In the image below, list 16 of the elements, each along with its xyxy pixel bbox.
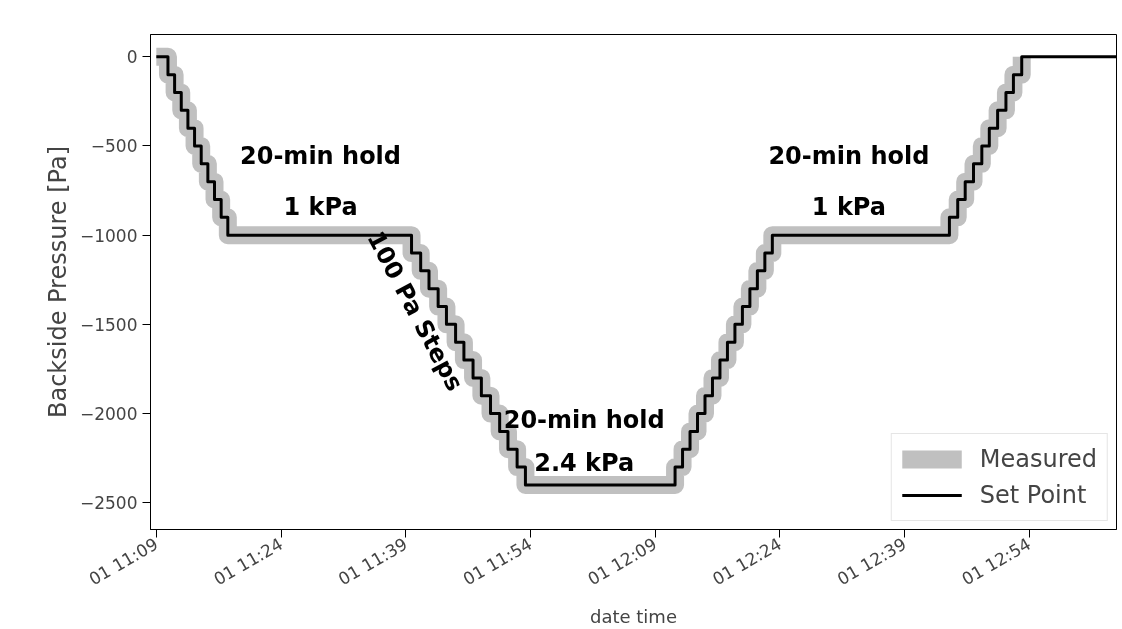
- annotation: 2.4 kPa: [534, 448, 635, 477]
- x-axis-title: date time: [590, 605, 677, 627]
- annotation: 1 kPa: [811, 193, 886, 222]
- legend-label: Set Point: [979, 480, 1087, 510]
- y-tick-label: −500: [90, 136, 138, 157]
- y-tick-label: 0: [126, 47, 138, 68]
- y-tick-label: −1500: [79, 314, 138, 335]
- y-axis-title: Backside Pressure [Pa]: [43, 145, 72, 418]
- y-tick-label: −2500: [79, 493, 138, 514]
- annotation: 20-min hold: [768, 141, 930, 170]
- y-tick-label: −2000: [79, 404, 138, 425]
- y-tick-label: −1000: [79, 225, 138, 246]
- annotation: 1 kPa: [283, 193, 358, 222]
- legend-label: Measured: [979, 444, 1097, 474]
- annotation: 20-min hold: [240, 141, 402, 170]
- annotation: 20-min hold: [503, 405, 665, 434]
